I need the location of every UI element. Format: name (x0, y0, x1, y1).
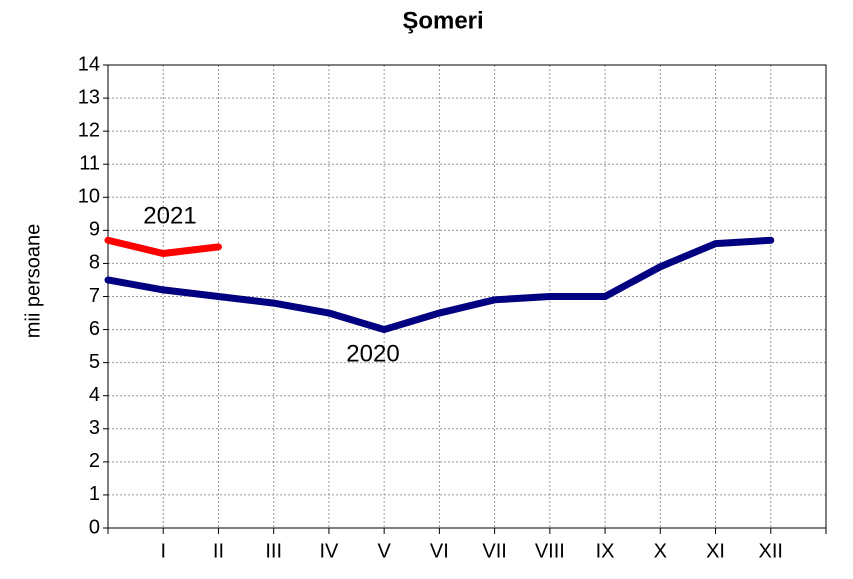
y-tick-label: 7 (89, 285, 100, 307)
y-tick-label: 2 (89, 450, 100, 472)
x-tick-label: III (265, 540, 282, 562)
x-tick-label: X (654, 540, 667, 562)
series-label: 2020 (346, 340, 399, 367)
y-tick-label: 13 (78, 86, 100, 108)
y-axis-label: mii persoane (22, 224, 44, 339)
x-tick-label: VIII (535, 540, 565, 562)
x-tick-label: IV (319, 540, 339, 562)
y-tick-label: 5 (89, 351, 100, 373)
plot-area (107, 64, 827, 529)
y-tick-label: 1 (89, 483, 100, 505)
x-tick-label: VI (430, 540, 449, 562)
x-tick-label: V (377, 540, 391, 562)
y-tick-label: 14 (78, 53, 100, 75)
x-tick-label: I (160, 540, 166, 562)
y-tick-label: 0 (89, 516, 100, 538)
y-tick-label: 8 (89, 252, 100, 274)
chart-title: Şomeri (402, 7, 483, 34)
y-tick-label: 6 (89, 318, 100, 340)
y-tick-label: 3 (89, 417, 100, 439)
x-tick-label: II (213, 540, 224, 562)
y-tick-label: 11 (79, 152, 100, 174)
x-tick-label: VII (482, 540, 506, 562)
x-tick-label: XII (759, 540, 783, 562)
y-tick-label: 10 (78, 186, 100, 208)
x-tick-label: IX (596, 540, 615, 562)
y-tick-label: 9 (89, 219, 100, 241)
series-label: 2021 (143, 202, 196, 229)
series-line (104, 236, 222, 258)
x-tick-label: XI (706, 540, 725, 562)
series-line (104, 236, 775, 334)
y-tick-label: 12 (78, 119, 100, 141)
y-tick-label: 4 (89, 384, 100, 406)
